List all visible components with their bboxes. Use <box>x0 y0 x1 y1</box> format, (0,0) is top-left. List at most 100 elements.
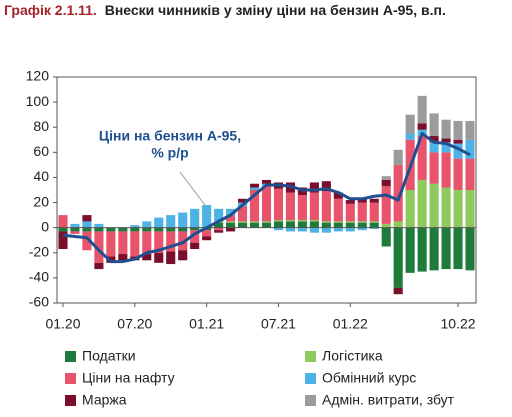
bar-segment <box>226 227 236 232</box>
bar-segment <box>453 158 463 190</box>
bar-segment <box>249 183 260 188</box>
bar-segment <box>130 227 140 232</box>
bar-segment <box>309 227 319 233</box>
bar-segment <box>429 136 439 143</box>
bar-segment <box>70 231 80 234</box>
bar-segment <box>94 231 104 263</box>
bar-segment <box>333 227 343 232</box>
bar-segment <box>285 227 295 232</box>
bar-segment <box>393 221 403 228</box>
y-tick-label: 20 <box>33 193 49 209</box>
bar-segment <box>214 222 224 228</box>
bar-segment <box>429 113 439 137</box>
legend-label: Маржа <box>82 392 127 408</box>
bar-segment <box>226 221 236 223</box>
bar-segment <box>369 198 379 203</box>
bar-segment <box>70 227 80 232</box>
bar-segment <box>273 188 284 221</box>
bar-segment <box>273 220 284 222</box>
bar-segment <box>345 200 355 204</box>
x-tick-label: 01.21 <box>189 316 224 332</box>
bar-segment <box>417 136 427 180</box>
y-tick-label: 120 <box>26 68 50 84</box>
legend-swatch <box>305 395 316 406</box>
bar-segment <box>118 227 128 232</box>
bar-segment <box>166 215 176 228</box>
bar-segment <box>178 212 188 228</box>
bar-segment <box>166 251 176 265</box>
bar-segment <box>118 231 128 255</box>
bar-segment <box>94 262 104 270</box>
bar-segment <box>417 227 427 272</box>
bar-segment <box>357 221 367 223</box>
bar-segment <box>106 227 116 232</box>
bar-segment <box>202 236 212 241</box>
bar-segment <box>58 215 68 228</box>
title-text: Внески чинників у зміну ціни на бензин А… <box>105 2 446 18</box>
bar-segment <box>82 231 92 251</box>
bar-segment <box>369 227 379 229</box>
bar-segment <box>393 287 403 295</box>
bar-segment <box>429 227 439 271</box>
bar-segment <box>405 133 415 140</box>
bar-segment <box>465 158 475 190</box>
bar-segment <box>453 190 463 228</box>
bar-segment <box>309 221 319 228</box>
bar-segment <box>441 138 451 143</box>
bar-segment <box>345 222 355 228</box>
bar-segment <box>441 119 451 139</box>
bar-segment <box>166 227 176 232</box>
bar-segment <box>441 227 451 270</box>
bar-segment <box>453 120 463 140</box>
y-tick-label: 80 <box>33 118 49 134</box>
y-tick-label: 0 <box>41 218 49 234</box>
bar-segment <box>249 221 260 223</box>
bar-segment <box>238 222 248 228</box>
bar-segment <box>130 231 140 257</box>
bar-segment <box>285 220 295 222</box>
bar-segment <box>238 206 248 222</box>
legend-label: Обмінний курс <box>322 370 416 386</box>
legend-swatch <box>305 373 316 384</box>
bar-segment <box>441 152 451 188</box>
bar-segment <box>345 227 355 232</box>
bar-segment <box>226 222 236 228</box>
bar-segment <box>166 231 176 252</box>
bar-segment <box>142 254 152 261</box>
legend-label: Адмін. витрати, збут <box>322 392 455 408</box>
bar-segment <box>154 231 164 253</box>
bar-segment <box>393 149 403 165</box>
bar-segment <box>190 227 200 231</box>
bar-segment <box>190 208 200 228</box>
x-tick-label: 01.20 <box>45 316 80 332</box>
y-tick-label: -20 <box>29 243 49 259</box>
bar-segment <box>297 221 307 228</box>
bar-segment <box>345 203 355 222</box>
bar-segment <box>214 230 224 233</box>
bar-segment <box>70 223 80 228</box>
bar-segment <box>154 217 164 228</box>
bar-segment <box>202 205 212 228</box>
bar-segment <box>261 222 272 228</box>
bar-segment <box>297 195 307 221</box>
bar-segment <box>417 179 427 228</box>
bar-segment <box>321 227 331 233</box>
bar-segment <box>130 225 140 228</box>
legend-label: Ціни на нафту <box>82 370 175 386</box>
bar-segment <box>214 227 224 231</box>
bar-segment <box>226 208 236 216</box>
bar-segment <box>405 227 415 273</box>
bar-segment <box>333 222 343 228</box>
bar-segment <box>453 143 463 159</box>
bar-segment <box>321 181 331 192</box>
bar-segment <box>345 221 355 223</box>
bar-segment <box>321 191 331 222</box>
bar-segment <box>405 190 415 228</box>
bar-segment <box>309 182 319 193</box>
bar-segment <box>405 114 415 134</box>
bar-segment <box>357 227 367 231</box>
bar-segment <box>441 142 451 153</box>
bar-segment <box>261 179 272 184</box>
bar-segment <box>369 202 379 222</box>
